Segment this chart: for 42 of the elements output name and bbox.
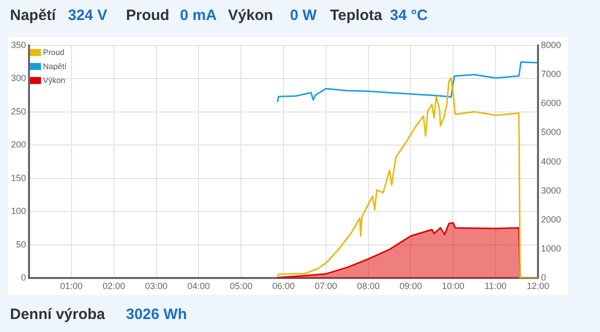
x-tick-label: 11:00	[484, 281, 506, 292]
y-tick-label: 50	[16, 239, 26, 250]
text: Denní výroba	[10, 306, 106, 323]
x-tick-label: 06:00	[272, 281, 295, 292]
y-tick-label: 350	[10, 40, 26, 50]
x-tick-label: 02:00	[102, 281, 126, 292]
y-tick-label: 150	[10, 172, 26, 183]
y-tick-label: 300	[10, 73, 26, 84]
text: Proud	[126, 7, 170, 24]
y2-tick-label: 4000	[540, 156, 562, 166]
text: 34 °C	[390, 7, 428, 24]
y2-tick-label: 5000	[540, 127, 562, 138]
y2-tick-label: 6000	[540, 98, 562, 108]
y2-tick-label: 7000	[540, 68, 562, 79]
x-tick-label: 07:00	[314, 281, 338, 292]
y-tick-label: 250	[10, 106, 26, 116]
y2-tick-label: 2000	[540, 214, 562, 224]
y2-tick-label: 8000	[540, 40, 562, 50]
x-tick-label: 09:00	[399, 281, 422, 292]
x-tick-label: 12:00	[526, 281, 550, 292]
legend-label: Napětí	[42, 60, 67, 73]
y-tick-label: 0	[21, 272, 26, 283]
x-tick-label: 05:00	[230, 281, 252, 292]
text: Teplota	[330, 7, 382, 24]
y2-tick-label: 0	[540, 272, 546, 283]
x-tick-label: 01:00	[60, 281, 83, 292]
text: 0 mA	[180, 7, 217, 24]
y-tick-label: 100	[10, 206, 26, 216]
x-tick-label: 04:00	[187, 281, 210, 292]
x-tick-label: 03:00	[144, 281, 168, 292]
text: Výkon	[228, 7, 274, 24]
y-tick-label: 200	[10, 140, 26, 150]
legend-label: Výkon	[42, 74, 66, 87]
y2-tick-label: 3000	[540, 185, 562, 196]
y2-tick-label: 1000	[540, 244, 562, 254]
text: 3026 Wh	[126, 306, 187, 323]
legend-label: Proud	[42, 46, 66, 58]
text: 324 V	[68, 7, 108, 24]
text: Napětí	[10, 7, 56, 24]
x-tick-label: 10:00	[442, 281, 464, 292]
text: 0 W	[290, 7, 317, 24]
x-tick-label: 08:00	[357, 281, 380, 292]
